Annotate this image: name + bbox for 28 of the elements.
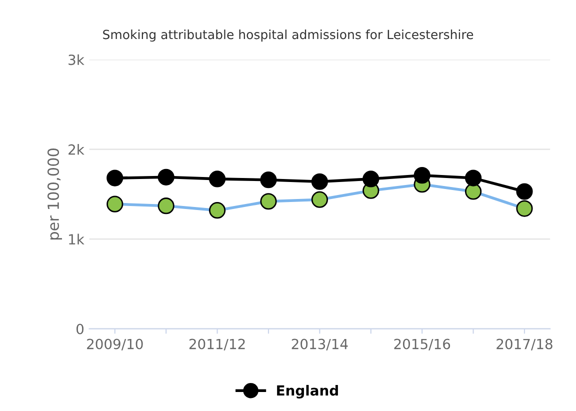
point [106,170,124,186]
point [106,196,124,212]
point [362,170,380,188]
point [311,191,328,208]
point [414,167,430,184]
y-tick-label: 2k [68,144,84,155]
x-tick-label: 2011/12 [189,338,245,350]
x-tick-label: 2013/14 [292,338,348,350]
point [464,170,482,186]
chart-subtitle: Smoking attributable hospital admissions for Leicestershire [103,30,474,42]
point [158,168,174,186]
point [311,173,328,190]
point [158,198,174,214]
legend-label: England [277,384,338,398]
y-tick-label: 0 [76,324,84,334]
x-tick-label: 2015/16 [394,338,450,350]
y-tick-label: 1k [69,234,84,244]
x-tick-label: 2017/18 [496,338,552,350]
point [516,183,533,200]
x-tick-label: 2009/10 [87,338,143,350]
point [208,170,226,188]
point [208,202,226,219]
y-tick-label: 3k [68,54,84,66]
point [260,193,277,210]
point [260,172,277,188]
point [464,183,482,200]
y-axis-title: per 100,000 [47,148,62,240]
point [516,200,533,217]
